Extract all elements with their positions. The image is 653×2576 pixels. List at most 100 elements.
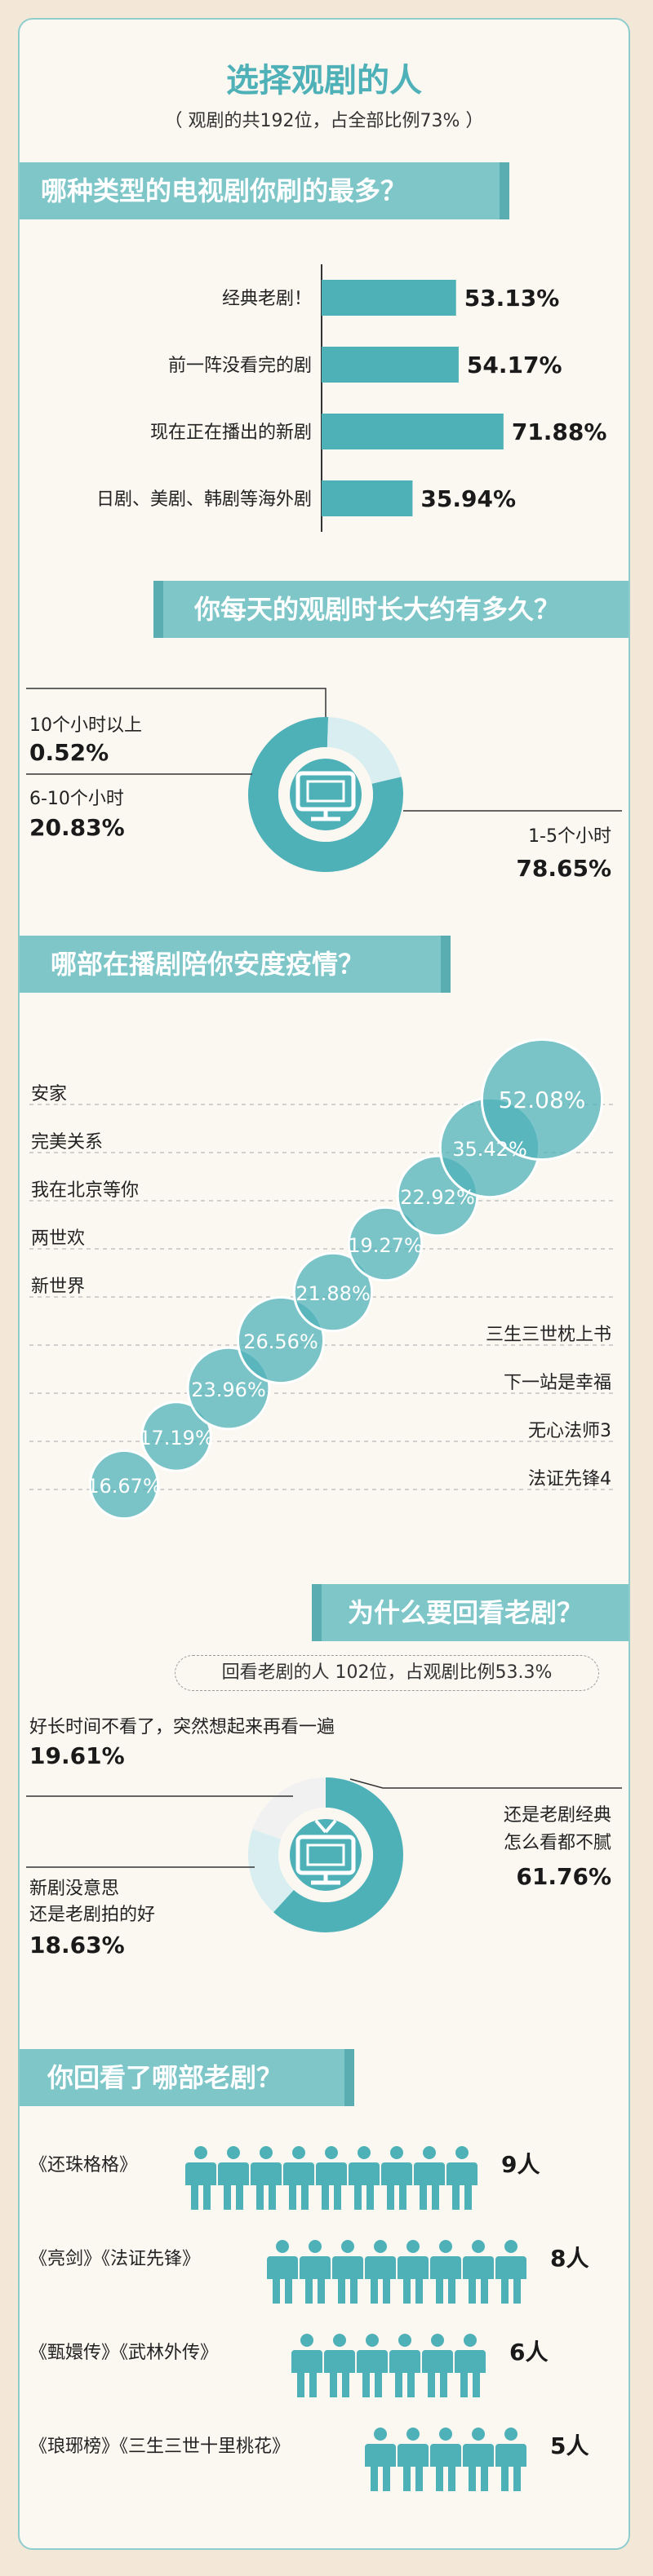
donut-category-label: 新剧没意思 (29, 1879, 119, 1899)
bubble-category-label: 完美关系 (31, 1132, 103, 1153)
page-title: 选择观剧的人 (226, 62, 422, 100)
person-icon (316, 2162, 347, 2210)
tv-icon-background (290, 759, 362, 830)
donut-value-label: 61.76% (516, 1863, 611, 1890)
retro-tv-icon-antenna (314, 1819, 327, 1834)
person-icon (504, 2428, 518, 2441)
drama-bubble-chart: 52.08% 安家 35.42% 完美关系 22.92% 我在北京等你 19.27% 两世欢 2… (29, 1038, 615, 1520)
bar-chart: 经典老剧！ 53.13% 前一阵没看完的剧 54.17% 现在正在播出的新剧 71.88%… (96, 264, 607, 532)
donut-category-label: 10个小时以上 (29, 715, 142, 736)
section5-banner: 你回看了哪部老剧？ (20, 2049, 344, 2106)
person-icon (406, 2240, 420, 2253)
person-icon (218, 2162, 249, 2210)
person-icon (455, 2146, 469, 2159)
person-icon (463, 2444, 494, 2491)
bubble-category-label: 法证先锋4 (528, 1469, 611, 1489)
person-icon (283, 2162, 314, 2210)
pictogram-category-label: 《琅琊榜》《三生三世十里桃花》 (29, 2437, 290, 2457)
person-icon (389, 2350, 420, 2397)
donut-value-label: 20.83% (29, 814, 125, 841)
bubble-category-label: 新世界 (31, 1277, 85, 1297)
person-icon (398, 2444, 429, 2491)
person-icon (309, 2240, 322, 2253)
donut-category-label: 6-10个小时 (29, 789, 124, 809)
bubble-category-label: 两世欢 (31, 1228, 85, 1249)
person-icon (227, 2146, 240, 2159)
bubble-category-label: 下一站是幸福 (504, 1373, 611, 1393)
person-icon (292, 2146, 305, 2159)
person-icon (406, 2428, 420, 2441)
person-icon (357, 2350, 388, 2397)
person-icon (398, 2334, 411, 2347)
retro-tv-icon-inner (306, 1843, 345, 1866)
person-icon (276, 2240, 289, 2253)
leader-line (349, 1778, 622, 1789)
person-icon (341, 2240, 354, 2253)
section4-banner-edge (312, 1584, 322, 1641)
person-icon (300, 2256, 331, 2304)
person-icon (472, 2428, 485, 2441)
pictogram-category-label: 《还珠格格》 (29, 2155, 137, 2175)
person-icon (358, 2146, 371, 2159)
person-icon (365, 2256, 396, 2304)
page-subtitle: （ 观剧的共192位，占全部比例73% ） (164, 111, 484, 131)
person-icon (366, 2334, 379, 2347)
rewatch-note: 回看老剧的人 102位，占观剧比例53.3% (175, 1655, 599, 1691)
bubble (480, 1038, 604, 1162)
person-icon (251, 2162, 282, 2210)
person-icon (455, 2350, 486, 2397)
section1-banner: 哪种类型的电视剧你刷的最多？ (20, 162, 500, 219)
bubble-value-label: 22.92% (400, 1186, 475, 1209)
section5-banner-edge (344, 2049, 354, 2106)
donut-category-label: 怎么看都不腻 (504, 1833, 611, 1853)
bubble (236, 1295, 326, 1385)
bubble-value-label: 17.19% (139, 1427, 214, 1450)
person-icon (349, 2162, 380, 2210)
person-icon (374, 2428, 387, 2441)
bar-category-label: 经典老剧！ (222, 289, 312, 309)
person-icon (422, 2350, 453, 2397)
section4-banner: 为什么要回看老剧？ (322, 1584, 629, 1641)
donut-value-label: 18.63% (29, 1932, 125, 1959)
bubble-value-label: 52.08% (499, 1087, 586, 1113)
bubble-category-label: 无心法师3 (528, 1421, 611, 1441)
person-icon (324, 2350, 355, 2397)
donut-slice (248, 1829, 294, 1913)
donut-value-label: 19.61% (29, 1742, 125, 1769)
person-icon (333, 2334, 346, 2347)
bubble-value-label: 21.88% (295, 1282, 371, 1305)
infographic-card: 选择观剧的人 （ 观剧的共192位，占全部比例73% ） 哪种类型的电视剧你刷的… (18, 18, 630, 2550)
person-icon (446, 2162, 478, 2210)
bubble-category-label: 我在北京等你 (31, 1180, 139, 1201)
old-drama-pictogram-chart: 《还珠格格》 9人《亮剑》《法证先锋》 8人《甄嬛传》《武林外传》 6人《琅琊榜》《三… (29, 2146, 589, 2491)
person-icon (332, 2256, 363, 2304)
person-icon (439, 2428, 452, 2441)
bar-value-label: 35.94% (420, 485, 516, 512)
bubble (88, 1449, 160, 1520)
section2-banner-edge (153, 581, 163, 638)
bar (322, 347, 459, 383)
person-icon (398, 2256, 429, 2304)
person-icon (464, 2334, 477, 2347)
person-icon (495, 2256, 526, 2304)
person-icon (185, 2162, 216, 2210)
bubble-value-label: 23.96% (191, 1379, 266, 1401)
donut-slice (326, 717, 402, 784)
donut-value-label: 78.65% (516, 855, 611, 882)
bar (322, 480, 413, 516)
bar-value-label: 71.88% (512, 418, 607, 445)
bar-value-label: 54.17% (467, 352, 562, 378)
bubble (292, 1251, 374, 1333)
person-icon (390, 2146, 403, 2159)
section3-banner-edge (441, 936, 451, 993)
retro-tv-icon-antenna (324, 1819, 337, 1834)
donut-category-label: 还是老剧经典 (504, 1805, 611, 1826)
person-icon (267, 2256, 298, 2304)
leader-line (26, 688, 326, 717)
pictogram-value-label: 6人 (509, 2339, 548, 2366)
bar (322, 414, 504, 449)
person-icon (504, 2240, 518, 2253)
bar-value-label: 53.13% (464, 285, 560, 312)
person-icon (495, 2444, 526, 2491)
